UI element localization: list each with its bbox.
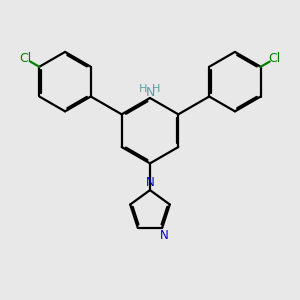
Text: Cl: Cl xyxy=(269,52,281,65)
Text: H: H xyxy=(139,84,148,94)
Text: N: N xyxy=(145,85,155,98)
Text: N: N xyxy=(160,229,169,242)
Text: N: N xyxy=(146,176,154,189)
Text: Cl: Cl xyxy=(19,52,31,65)
Text: H: H xyxy=(152,84,161,94)
